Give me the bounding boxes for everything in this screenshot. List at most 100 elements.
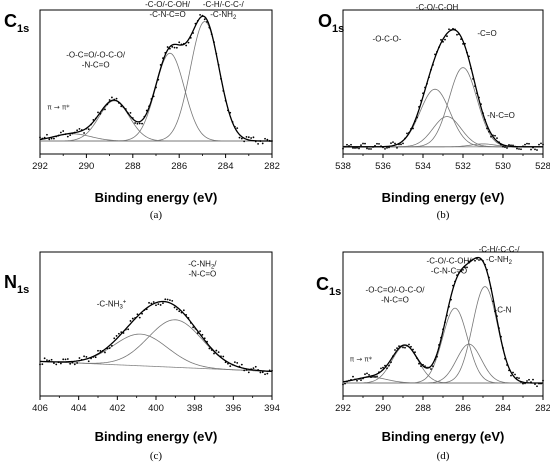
data-point <box>261 142 264 145</box>
data-point <box>344 382 346 385</box>
data-point <box>448 28 450 31</box>
x-tick-label: 398 <box>187 403 203 414</box>
data-point <box>166 298 169 301</box>
data-point <box>362 142 364 145</box>
data-point <box>245 135 248 138</box>
data-point <box>62 358 65 361</box>
data-point <box>187 41 190 44</box>
envelope-fit <box>39 300 273 373</box>
data-point <box>382 366 384 369</box>
data-point <box>462 269 464 271</box>
data-point <box>532 378 534 381</box>
data-point <box>199 14 201 16</box>
data-point <box>203 18 206 21</box>
element-label: O1s <box>318 11 344 35</box>
data-point <box>522 382 524 385</box>
x-tick-label: 530 <box>495 161 511 172</box>
data-point <box>141 312 143 315</box>
data-point <box>440 38 442 41</box>
data-point <box>48 138 51 141</box>
data-point <box>208 347 211 350</box>
peak-annotation: -C-NH3+ <box>97 300 127 311</box>
data-point <box>115 97 118 100</box>
data-point <box>506 147 508 149</box>
data-point <box>528 378 530 381</box>
data-point <box>354 147 356 149</box>
envelope-fit <box>39 15 272 142</box>
peak-annotation: -C-H/-C-C-/-C-NH2 <box>479 245 521 266</box>
data-point <box>159 304 162 306</box>
element-label: C1s <box>316 274 341 298</box>
data-point <box>374 375 376 378</box>
data-point <box>229 365 232 368</box>
x-tick-label: 396 <box>225 403 241 414</box>
x-tick-label: 284 <box>495 403 511 414</box>
data-point <box>115 335 118 337</box>
data-point <box>62 130 65 132</box>
data-point <box>528 142 530 145</box>
data-point <box>516 147 518 150</box>
panel-d: 292 290 288 286 284 282 -C-H/-C-C-/-C-NH2 -C-O/… <box>316 245 550 462</box>
data-point <box>213 352 215 355</box>
data-point <box>542 379 544 382</box>
data-point <box>368 148 370 150</box>
component-peak-1 <box>343 67 543 148</box>
data-point <box>264 373 266 376</box>
data-point <box>534 148 536 151</box>
data-point <box>59 362 62 365</box>
data-point <box>39 363 41 366</box>
data-point <box>138 122 141 125</box>
x-axis-label: Binding energy (eV) <box>382 190 505 205</box>
data-point <box>41 363 44 366</box>
data-point <box>94 356 97 359</box>
x-tick-label: 284 <box>218 161 234 172</box>
peak-annotation: π → π* <box>350 355 373 363</box>
data-point <box>476 258 478 260</box>
panel-label: (d) <box>437 450 450 462</box>
data-point <box>141 122 143 125</box>
peak-annotation: -O-C=O/-O-C-O/-N-C=O <box>66 51 126 70</box>
data-point <box>542 143 544 146</box>
peak-annotation: -C-NH2/-N-C=O <box>188 259 217 278</box>
x-axis-label: Binding energy (eV) <box>95 429 218 444</box>
data-point <box>486 127 488 130</box>
data-point <box>512 371 514 374</box>
data-point <box>257 142 259 145</box>
data-point <box>252 367 255 369</box>
data-point <box>394 142 396 145</box>
data-point <box>173 46 176 49</box>
peak-annotation: -O-C-O- <box>373 35 402 44</box>
data-point <box>259 371 262 374</box>
data-point <box>53 362 55 365</box>
data-point <box>247 136 250 139</box>
data-point <box>360 379 362 381</box>
peak-annotation: -C-O/-C-OH/-C-N-C=O <box>145 0 191 19</box>
data-point <box>171 299 174 302</box>
data-point <box>478 259 480 261</box>
data-point <box>390 142 392 145</box>
data-point <box>182 309 185 312</box>
data-point <box>388 364 390 367</box>
peak-annotation: -C-O/-C-OH/-C-N-C=O <box>427 257 473 276</box>
data-point <box>432 365 434 368</box>
data-point <box>514 373 516 376</box>
data-point <box>386 147 388 149</box>
x-tick-label: 292 <box>32 161 48 172</box>
data-point <box>175 46 178 49</box>
x-tick-label: 532 <box>455 161 471 172</box>
data-point <box>138 316 141 319</box>
data-point <box>78 357 81 359</box>
data-point <box>420 365 422 368</box>
data-point <box>199 330 201 333</box>
data-point <box>136 313 139 316</box>
x-tick-label: 400 <box>148 403 164 414</box>
data-point <box>530 148 532 151</box>
data-point <box>169 299 171 302</box>
data-point <box>342 383 344 386</box>
data-point <box>536 385 538 388</box>
data-point <box>342 147 344 150</box>
peak-annotation: -C-O/-C-OH <box>416 3 459 12</box>
data-point <box>396 146 398 149</box>
data-point <box>502 145 504 148</box>
data-point <box>247 371 250 374</box>
